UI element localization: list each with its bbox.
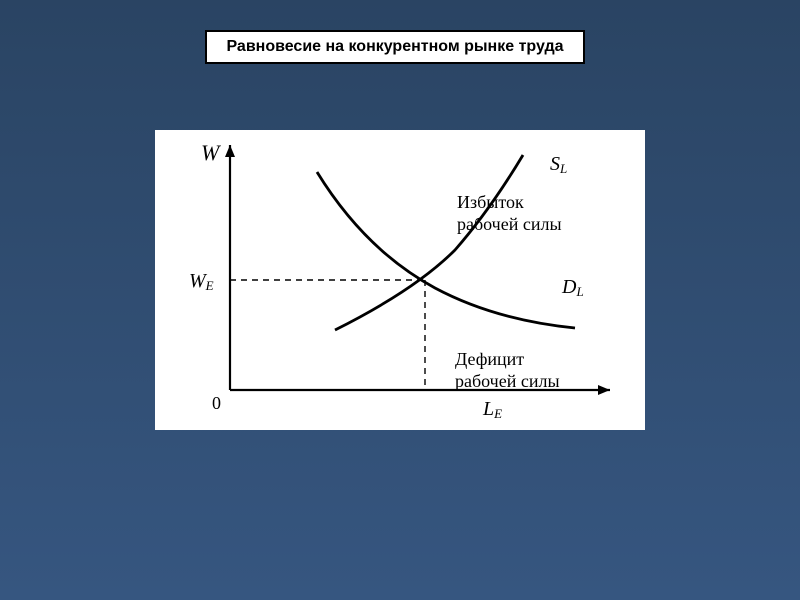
supply-label: SL — [550, 153, 567, 176]
supply-curve — [335, 155, 523, 330]
surplus-label: Избытокрабочей силы — [457, 192, 562, 234]
x-axis-arrow — [598, 385, 610, 395]
deficit-label: Дефицитрабочей силы — [455, 349, 560, 391]
we-label: WE — [189, 270, 214, 293]
chart-svg: W 0 LE WE SL DL Избытокрабочей силы Дефицитрабо… — [155, 130, 645, 430]
chart-panel: W 0 LE WE SL DL Избытокрабочей силы Дефицитрабо… — [155, 130, 645, 430]
y-axis-arrow — [225, 145, 235, 157]
y-axis-label: W — [201, 140, 221, 165]
demand-label: DL — [561, 276, 584, 299]
x-equilibrium-label: LE — [482, 398, 502, 421]
origin-label: 0 — [212, 393, 221, 413]
demand-curve — [317, 172, 575, 328]
title-text: Равновесие на конкурентном рынке труда — [226, 38, 563, 56]
title-box: Равновесие на конкурентном рынке труда — [205, 30, 585, 64]
slide: Равновесие на конкурентном рынке труда W… — [0, 0, 800, 600]
